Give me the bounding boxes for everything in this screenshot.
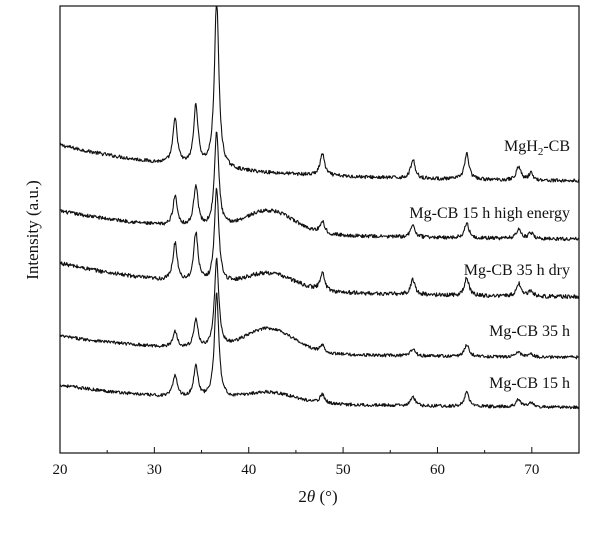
x-tick-label: 20 xyxy=(53,462,68,478)
plot-frame xyxy=(59,5,580,454)
series-line-0 xyxy=(59,5,580,183)
series-label-3: Mg-CB 35 h xyxy=(489,323,570,340)
series-line-1 xyxy=(59,131,580,242)
x-tick-label: 40 xyxy=(241,462,256,478)
x-tick-label: 50 xyxy=(336,462,351,478)
x-tick-label: 70 xyxy=(524,462,539,478)
x-axis-label: 2θ (°) xyxy=(298,487,337,506)
series-label-main: MgH xyxy=(504,138,538,155)
x-axis-label-symbol: θ xyxy=(307,487,315,506)
series-label-2: Mg-CB 35 h dry xyxy=(464,262,570,279)
y-axis-label: Intensity (a.u.) xyxy=(23,180,42,280)
series-label-4: Mg-CB 15 h xyxy=(489,375,570,392)
x-axis-label-unit: (°) xyxy=(315,487,337,506)
series-label-0: MgH2-CB xyxy=(504,138,570,158)
series-line-2 xyxy=(59,187,580,300)
series-label-subscript: 2 xyxy=(538,146,544,158)
series-label-main: Mg-CB 35 h xyxy=(489,323,570,340)
series-label-main: Mg-CB 15 h xyxy=(489,375,570,392)
x-tick-label: 60 xyxy=(430,462,445,478)
series-label-main: Mg-CB 15 h high energy xyxy=(409,205,570,222)
series-line-4 xyxy=(59,292,580,410)
series-line-3 xyxy=(59,257,579,360)
series-label-tail: -CB xyxy=(543,138,570,155)
x-tick-label: 30 xyxy=(147,462,162,478)
series-label-1: Mg-CB 15 h high energy xyxy=(409,205,570,222)
series-label-main: Mg-CB 35 h dry xyxy=(464,262,570,279)
x-axis-label-prefix: 2 xyxy=(298,487,307,506)
